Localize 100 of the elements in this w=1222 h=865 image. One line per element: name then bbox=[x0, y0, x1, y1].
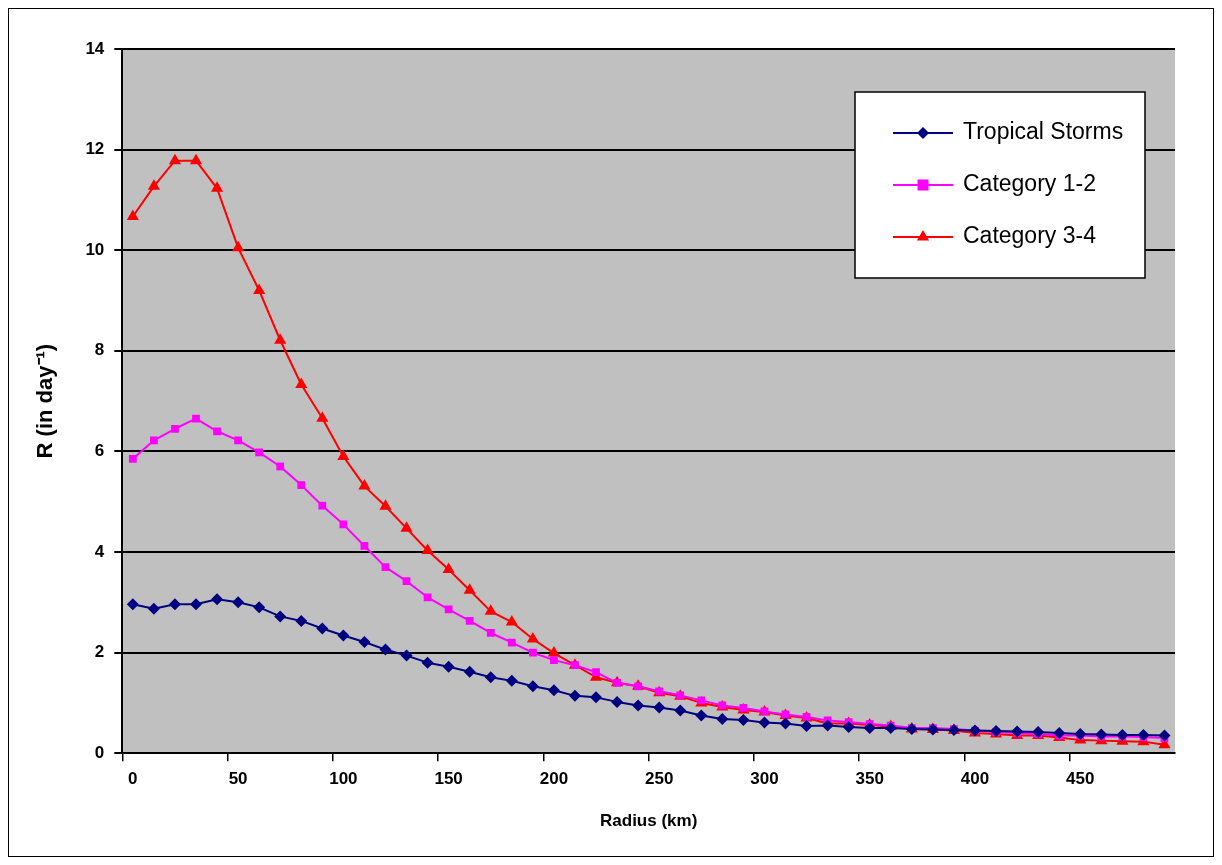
point bbox=[232, 240, 245, 252]
point bbox=[444, 605, 453, 614]
point bbox=[442, 660, 455, 673]
point bbox=[842, 721, 855, 734]
point bbox=[189, 153, 203, 165]
point bbox=[400, 649, 413, 662]
point bbox=[253, 601, 266, 614]
point bbox=[168, 153, 182, 165]
point bbox=[800, 720, 813, 733]
point bbox=[505, 674, 518, 687]
point bbox=[632, 699, 645, 712]
point bbox=[674, 704, 687, 717]
point bbox=[484, 671, 497, 684]
point bbox=[213, 427, 221, 436]
point bbox=[274, 333, 287, 344]
x-tick-label: 200 bbox=[539, 769, 569, 789]
point bbox=[526, 632, 539, 643]
point bbox=[1137, 729, 1150, 742]
x-tick-label: 100 bbox=[329, 769, 358, 789]
y-tick-label: 12 bbox=[85, 139, 105, 159]
point bbox=[337, 449, 350, 460]
point bbox=[337, 629, 350, 642]
y-tick-label: 2 bbox=[94, 642, 105, 662]
x-axis-title: Radius (km) bbox=[600, 811, 698, 831]
point bbox=[381, 563, 390, 571]
point bbox=[463, 583, 476, 594]
point bbox=[528, 648, 537, 657]
point bbox=[128, 455, 137, 463]
point bbox=[297, 481, 306, 489]
legend-label: Category 1-2 bbox=[963, 170, 1096, 197]
point bbox=[421, 543, 434, 554]
legend-label: Category 3-4 bbox=[963, 222, 1097, 249]
y-tick-label: 8 bbox=[94, 340, 105, 360]
point bbox=[421, 656, 434, 669]
y-tick-label: 0 bbox=[94, 742, 105, 762]
point bbox=[255, 448, 264, 457]
y-tick-label: 4 bbox=[94, 541, 105, 561]
x-tick-label: 50 bbox=[228, 769, 248, 789]
y-axis-title: R (in day⁻¹) bbox=[32, 343, 58, 459]
point bbox=[358, 479, 371, 490]
point bbox=[234, 436, 242, 445]
point bbox=[147, 179, 160, 190]
point bbox=[168, 598, 181, 611]
point bbox=[547, 684, 560, 697]
point bbox=[716, 713, 729, 725]
point bbox=[821, 719, 834, 732]
point bbox=[442, 562, 455, 574]
point bbox=[465, 617, 474, 625]
point bbox=[379, 643, 392, 656]
y-tick-label: 14 bbox=[85, 38, 105, 58]
point bbox=[400, 521, 413, 532]
point bbox=[190, 598, 202, 611]
point bbox=[423, 593, 432, 602]
point bbox=[211, 593, 224, 606]
point bbox=[210, 181, 224, 192]
point bbox=[232, 596, 245, 609]
x-tick-label: 300 bbox=[750, 769, 779, 789]
point bbox=[863, 722, 876, 735]
x-tick-label: 400 bbox=[960, 769, 990, 789]
point bbox=[126, 598, 139, 611]
point bbox=[568, 689, 581, 702]
point bbox=[695, 709, 708, 722]
point bbox=[550, 656, 558, 665]
point bbox=[653, 701, 666, 714]
point bbox=[484, 604, 497, 615]
point bbox=[758, 716, 771, 729]
point bbox=[318, 501, 327, 510]
point bbox=[274, 610, 287, 623]
point bbox=[884, 722, 897, 735]
point bbox=[1158, 729, 1171, 742]
point bbox=[526, 680, 539, 693]
point bbox=[253, 283, 266, 294]
y-tick-label: 10 bbox=[85, 239, 105, 259]
point bbox=[737, 714, 750, 726]
point bbox=[147, 602, 160, 615]
point bbox=[295, 614, 308, 627]
point bbox=[779, 717, 792, 730]
point bbox=[360, 542, 369, 550]
point bbox=[505, 614, 518, 626]
x-tick-label: 250 bbox=[644, 769, 674, 789]
point bbox=[592, 668, 600, 677]
point bbox=[1095, 728, 1108, 741]
point bbox=[295, 377, 308, 388]
point bbox=[192, 414, 200, 423]
x-tick-label: 0 bbox=[128, 769, 138, 789]
x-tick-label: 450 bbox=[1066, 769, 1095, 789]
point bbox=[316, 411, 329, 422]
point bbox=[276, 462, 285, 471]
point bbox=[379, 499, 392, 510]
point bbox=[339, 520, 348, 529]
point bbox=[547, 646, 560, 657]
point bbox=[171, 424, 179, 433]
y-tick-label: 6 bbox=[94, 441, 105, 461]
point bbox=[486, 629, 495, 637]
point bbox=[507, 638, 516, 647]
point bbox=[590, 691, 603, 704]
point bbox=[316, 622, 329, 635]
point bbox=[150, 436, 158, 445]
x-tick-label: 150 bbox=[434, 769, 463, 789]
point bbox=[402, 577, 411, 586]
